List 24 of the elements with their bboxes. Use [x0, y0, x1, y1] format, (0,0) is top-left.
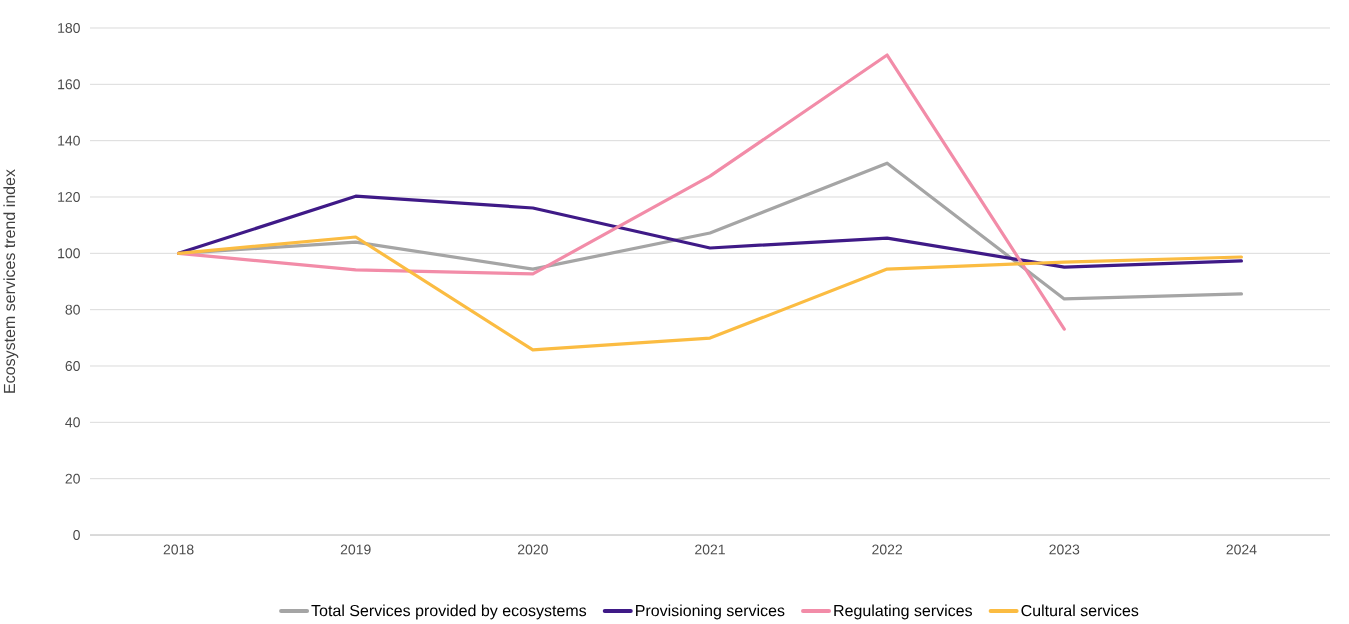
- legend-label: Cultural services: [1021, 604, 1139, 617]
- line-series: [176, 194, 1244, 269]
- x-tick-label: 2019: [340, 544, 371, 555]
- y-tick-label: 80: [65, 304, 80, 315]
- y-axis-title: Ecosystem services trend index: [3, 169, 19, 393]
- legend-label: Provisioning services: [636, 604, 785, 620]
- x-tick-label: 2023: [1049, 544, 1080, 555]
- legend-label: Total Services provided by ecosystems: [311, 604, 587, 620]
- x-tick-label: 2024: [1226, 544, 1257, 555]
- legend-label: Regulating services: [834, 604, 973, 620]
- y-tick-label: 180: [58, 23, 80, 33]
- x-tick-label: 2018: [163, 544, 194, 555]
- line-series: [176, 235, 1244, 352]
- y-tick-label: 100: [58, 248, 80, 259]
- y-tick-label: 120: [58, 192, 80, 202]
- x-tick-label: 2022: [872, 544, 902, 555]
- x-tick-label: 2021: [695, 544, 725, 555]
- y-tick-label: 160: [58, 79, 80, 90]
- y-tick-label: 40: [65, 417, 80, 428]
- y-tick-label: 20: [65, 473, 80, 484]
- x-tick-label: 2020: [517, 544, 548, 555]
- y-tick-label: 60: [65, 361, 80, 371]
- y-tick-label: 0: [73, 530, 80, 540]
- y-tick-label: 140: [58, 135, 80, 146]
